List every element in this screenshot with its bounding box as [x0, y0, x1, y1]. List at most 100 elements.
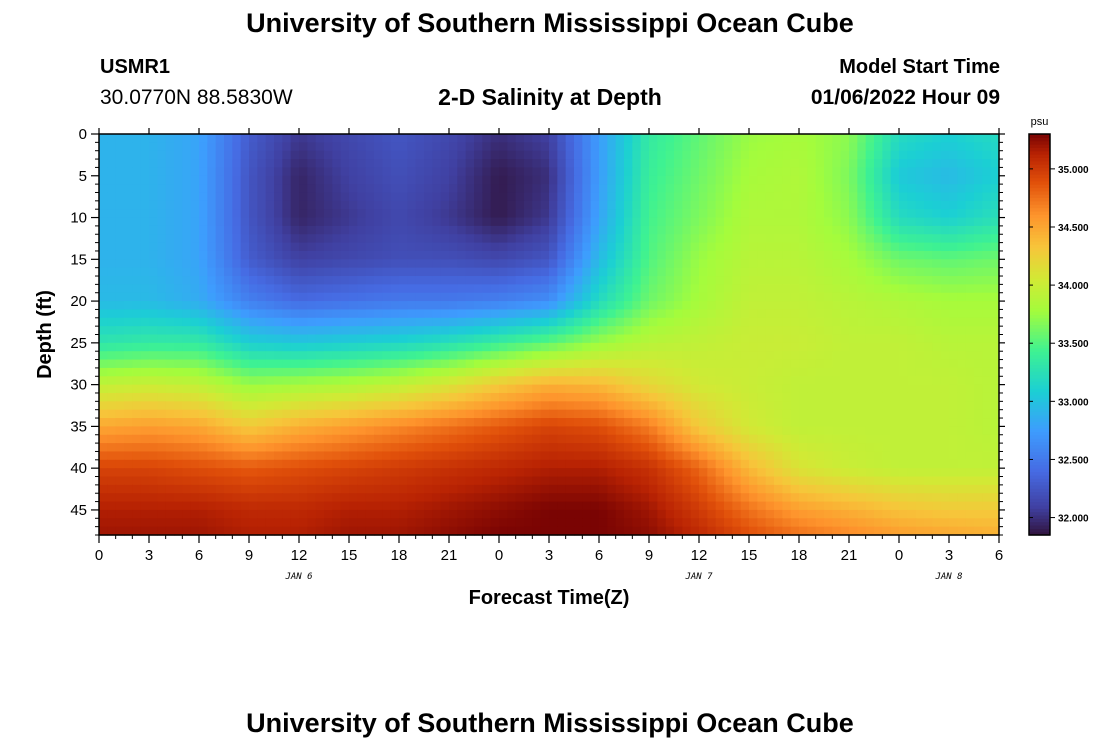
heatmap-cell	[199, 434, 208, 444]
heatmap-cell	[815, 259, 825, 269]
heatmap-cell	[990, 484, 1000, 494]
heatmap-cell	[624, 484, 633, 494]
heatmap-cell	[657, 384, 667, 394]
heatmap-cell	[774, 142, 783, 152]
heatmap-cell	[632, 351, 642, 361]
heatmap-cell	[524, 134, 533, 143]
heatmap-cell	[907, 384, 917, 394]
heatmap-cell	[949, 159, 958, 169]
heatmap-cell	[274, 292, 283, 302]
heatmap-cell	[499, 217, 508, 227]
heatmap-cell	[665, 509, 675, 519]
heatmap-cell	[765, 443, 775, 453]
heatmap-cell	[415, 434, 425, 444]
heatmap-cell	[965, 192, 975, 202]
heatmap-cell	[599, 225, 608, 235]
heatmap-cell	[199, 459, 208, 469]
heatmap-cell	[424, 451, 433, 461]
heatmap-cell	[732, 175, 742, 185]
heatmap-cell	[157, 192, 167, 202]
heatmap-cell	[965, 175, 975, 185]
heatmap-cell	[540, 459, 550, 469]
heatmap-cell	[590, 167, 600, 177]
heatmap-cell	[615, 434, 625, 444]
heatmap-cell	[274, 518, 283, 528]
heatmap-cell	[174, 192, 183, 202]
heatmap-cell	[532, 234, 542, 244]
heatmap-cell	[157, 225, 167, 235]
heatmap-cell	[132, 459, 142, 469]
heatmap-cell	[974, 484, 983, 494]
heatmap-cell	[224, 142, 233, 152]
heatmap-cell	[649, 409, 658, 419]
heatmap-cell	[449, 150, 458, 160]
heatmap-cell	[124, 434, 133, 444]
heatmap-cell	[240, 476, 250, 486]
heatmap-cell	[582, 192, 592, 202]
heatmap-cell	[482, 150, 492, 160]
heatmap-cell	[440, 175, 450, 185]
heatmap-cell	[199, 234, 208, 244]
heatmap-cell	[899, 351, 908, 361]
heatmap-cell	[424, 217, 433, 227]
heatmap-cell	[857, 184, 867, 194]
heatmap-cell	[274, 167, 283, 177]
heatmap-cell	[990, 501, 1000, 511]
heatmap-cell	[274, 234, 283, 244]
heatmap-cell	[840, 409, 850, 419]
heatmap-cell	[649, 392, 658, 402]
heatmap-cell	[315, 192, 325, 202]
heatmap-cell	[707, 459, 717, 469]
heatmap-cell	[315, 309, 325, 319]
heatmap-cell	[507, 167, 517, 177]
heatmap-cell	[732, 200, 742, 210]
heatmap-cell	[982, 392, 992, 402]
heatmap-cell	[107, 175, 117, 185]
heatmap-cell	[140, 192, 150, 202]
heatmap-cell	[299, 217, 308, 227]
heatmap-cell	[174, 142, 183, 152]
heatmap-cell	[265, 217, 275, 227]
heatmap-cell	[949, 209, 958, 219]
heatmap-cell	[732, 225, 742, 235]
heatmap-cell	[790, 367, 800, 377]
heatmap-cell	[449, 184, 458, 194]
heatmap-cell	[382, 150, 392, 160]
heatmap-cell	[282, 309, 292, 319]
heatmap-cell	[407, 359, 417, 369]
heatmap-cell	[315, 234, 325, 244]
heatmap-cell	[382, 225, 392, 235]
heatmap-cell	[357, 301, 367, 311]
heatmap-cell	[540, 209, 550, 219]
heatmap-cell	[657, 292, 667, 302]
heatmap-cell	[590, 326, 600, 336]
heatmap-cell	[307, 359, 317, 369]
heatmap-cell	[499, 225, 508, 235]
heatmap-cell	[590, 225, 600, 235]
heatmap-cell	[240, 250, 250, 260]
heatmap-cell	[515, 376, 525, 386]
heatmap-cell	[824, 142, 833, 152]
heatmap-cell	[190, 167, 200, 177]
heatmap-cell	[432, 217, 442, 227]
heatmap-cell	[232, 184, 242, 194]
heatmap-cell	[715, 142, 725, 152]
heatmap-cell	[799, 317, 808, 327]
heatmap-cell	[849, 242, 858, 252]
heatmap-cell	[949, 376, 958, 386]
heatmap-cell	[874, 342, 883, 352]
heatmap-cell	[457, 184, 467, 194]
heatmap-cell	[965, 351, 975, 361]
heatmap-cell	[732, 159, 742, 169]
heatmap-cell	[774, 493, 783, 503]
heatmap-cell	[415, 309, 425, 319]
heatmap-cell	[257, 409, 267, 419]
heatmap-cell	[115, 200, 125, 210]
heatmap-cell	[574, 401, 583, 411]
heatmap-cell	[224, 150, 233, 160]
heatmap-cell	[857, 175, 867, 185]
heatmap-cell	[899, 192, 908, 202]
heatmap-cell	[749, 276, 758, 285]
heatmap-cell	[774, 342, 783, 352]
heatmap-cell	[382, 342, 392, 352]
